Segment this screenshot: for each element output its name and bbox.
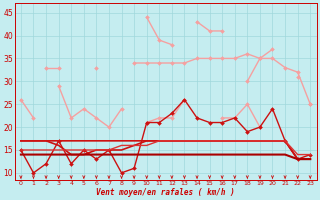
X-axis label: Vent moyen/en rafales ( km/h ): Vent moyen/en rafales ( km/h ) [96,188,235,197]
